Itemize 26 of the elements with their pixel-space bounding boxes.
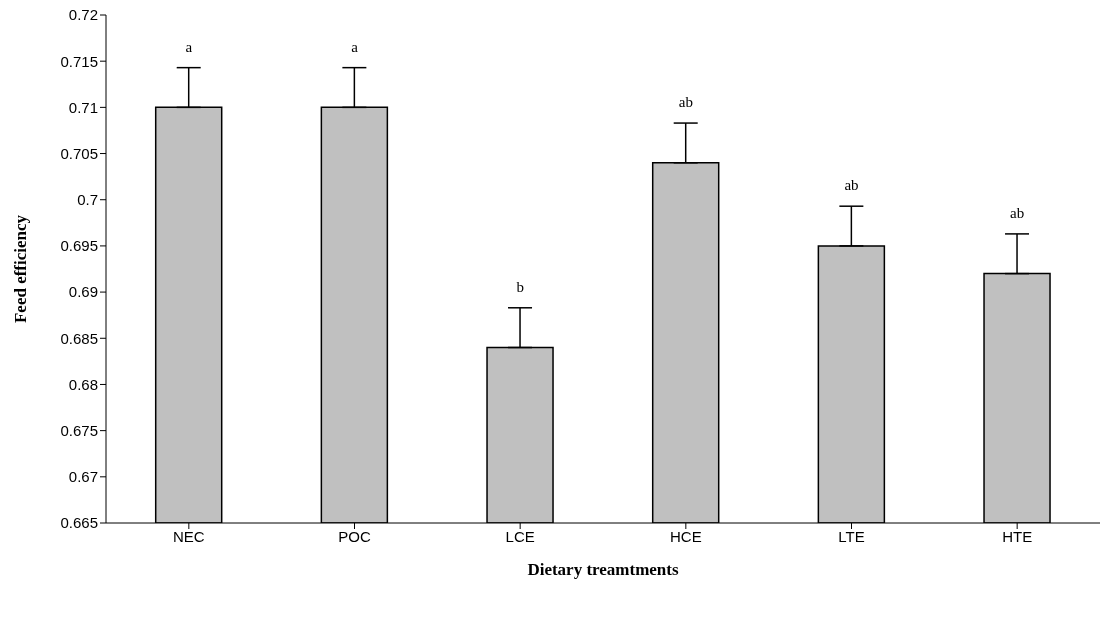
x-tick-label: LTE	[838, 527, 865, 545]
annotation: ab	[844, 177, 859, 194]
x-tick-label: LCE	[505, 527, 535, 545]
y-tick-label: 0.705	[60, 144, 98, 162]
annotation: ab	[678, 94, 693, 111]
y-tick-label: 0.715	[60, 52, 98, 70]
y-tick-label: 0.67	[68, 468, 98, 486]
annotation: b	[516, 278, 524, 295]
y-axis-title: Feed efficiency	[11, 214, 31, 324]
y-tick-label: 0.72	[68, 6, 98, 24]
y-tick-label: 0.7	[77, 191, 98, 209]
y-tick-label: 0.675	[60, 421, 98, 439]
y-tick-label: 0.68	[68, 375, 98, 393]
annotation: a	[185, 38, 193, 55]
x-tick-label: POC	[338, 527, 371, 545]
x-tick-label: HCE	[670, 527, 702, 545]
y-tick-label: 0.685	[60, 329, 98, 347]
annotation: ab	[1010, 204, 1025, 221]
x-axis-title: Dietary treamtments	[527, 560, 679, 579]
annotation: a	[351, 38, 359, 55]
y-tick-label: 0.695	[60, 237, 98, 255]
y-tick-label: 0.71	[68, 98, 98, 116]
x-tick-label: HTE	[1002, 527, 1033, 545]
x-tick-label: NEC	[173, 527, 205, 545]
y-tick-label: 0.69	[68, 283, 98, 301]
y-tick-label: 0.665	[60, 514, 98, 532]
